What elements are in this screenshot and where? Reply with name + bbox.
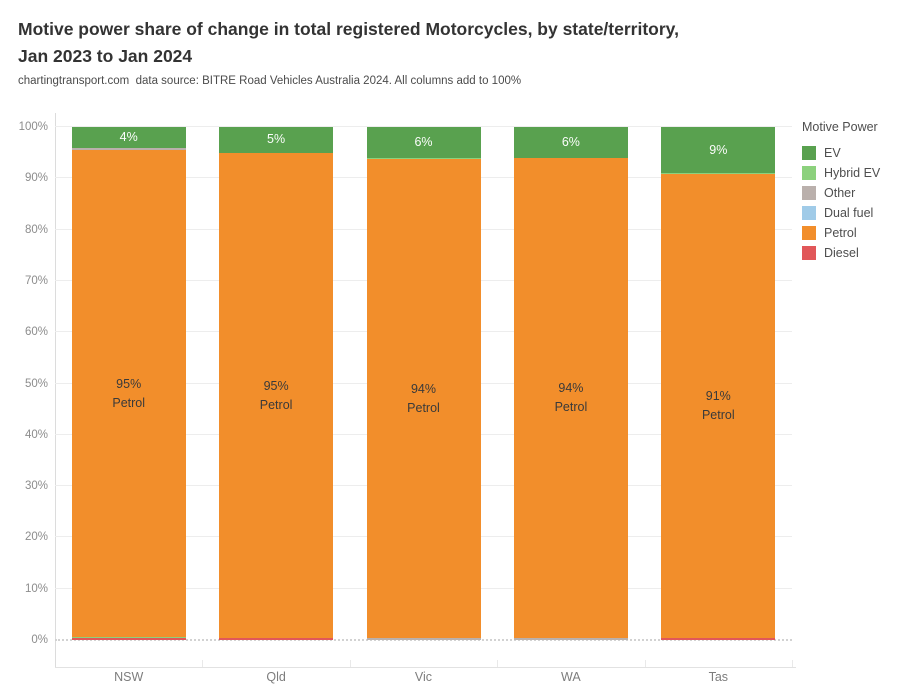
- y-tick-label-100: 100%: [18, 121, 48, 133]
- y-tick-label-80: 80%: [24, 223, 48, 236]
- bar-vic[interactable]: 6% 94% Petrol: [366, 127, 481, 640]
- y-tick-label-90: 90%: [24, 172, 48, 185]
- gridline-100: [55, 126, 792, 127]
- y-tick-label-40: 40%: [24, 428, 48, 441]
- legend-item-label: Petrol: [824, 226, 857, 240]
- segment-qld-petrol[interactable]: 95% Petrol: [219, 152, 334, 639]
- legend-swatch-icon: [802, 246, 816, 260]
- x-tick-label-vic: Vic: [414, 670, 433, 684]
- segment-qld-ev[interactable]: 5%: [219, 127, 334, 153]
- legend-swatch-icon: [802, 166, 816, 180]
- bar-tas[interactable]: 9% 91% Petrol: [661, 127, 776, 640]
- segment-nsw-ev[interactable]: 4%: [71, 127, 186, 148]
- segment-tas-hybrid-ev[interactable]: [661, 173, 776, 175]
- segment-vic-petrol[interactable]: 94% Petrol: [366, 158, 481, 639]
- y-tick-label-10: 10%: [24, 582, 48, 595]
- segment-nsw-petrol[interactable]: 95% Petrol: [71, 150, 186, 638]
- plot-area: 4% 95% Petrol 5% 95% Petrol 6% 94% Petrol 6% 94…: [55, 126, 792, 641]
- legend-item-label: Other: [824, 186, 856, 200]
- legend-swatch-icon: [802, 206, 816, 220]
- y-tick-label-0: 0%: [31, 634, 48, 646]
- y-tick-label-30: 30%: [24, 480, 48, 493]
- bar-nsw[interactable]: 4% 95% Petrol: [71, 127, 186, 640]
- legend-items: EV Hybrid EV Other Dual fuel Petrol Diesel: [802, 143, 897, 263]
- legend-item-hybrid-ev[interactable]: Hybrid EV: [802, 163, 897, 183]
- legend-swatch-icon: [802, 146, 816, 160]
- x-axis-divider: [202, 660, 204, 667]
- x-axis-divider: [792, 660, 793, 667]
- legend-swatch-icon: [802, 226, 816, 240]
- legend-item-diesel[interactable]: Diesel: [802, 243, 897, 263]
- bar-qld[interactable]: 5% 95% Petrol: [219, 127, 334, 640]
- y-tick-label-60: 60%: [24, 326, 48, 339]
- segment-label-qld-ev: 5%: [267, 132, 286, 147]
- legend-item-label: EV: [824, 146, 841, 160]
- y-tick-label-20: 20%: [24, 531, 48, 544]
- segment-wa-other[interactable]: [513, 638, 628, 640]
- x-tick-label-tas: Tas: [708, 670, 729, 684]
- segment-label-vic-petrol: 94% Petrol: [407, 381, 440, 415]
- segment-nsw-other[interactable]: [71, 147, 186, 151]
- zero-line: [55, 639, 792, 641]
- legend-item-label: Diesel: [824, 246, 859, 260]
- segment-qld-diesel[interactable]: [219, 638, 334, 640]
- legend: Motive Power EV Hybrid EV Other Dual fuel Pe…: [802, 120, 897, 263]
- legend-item-petrol[interactable]: Petrol: [802, 223, 897, 243]
- segment-label-tas-ev: 9%: [709, 142, 728, 157]
- segment-vic-ev[interactable]: 6%: [366, 127, 481, 158]
- y-axis: 0% 10% 20% 30% 40% 50% 60% 70% 80% 90% 100%: [0, 121, 48, 646]
- x-axis-divider: [349, 660, 351, 667]
- legend-item-other[interactable]: Other: [802, 183, 897, 203]
- segment-vic-hybrid-ev[interactable]: [366, 157, 481, 159]
- segment-label-wa-petrol: 94% Petrol: [554, 381, 588, 415]
- x-axis-divider: [644, 660, 646, 667]
- segment-tas-ev[interactable]: 9%: [661, 127, 776, 174]
- segment-tas-diesel[interactable]: [661, 638, 776, 640]
- legend-item-ev[interactable]: EV: [802, 143, 897, 163]
- segment-label-wa-ev: 6%: [561, 134, 580, 149]
- segment-wa-ev[interactable]: 6%: [513, 127, 628, 158]
- chart-title-line2: Jan 2023 to Jan 2024: [18, 46, 193, 66]
- y-axis-line: [55, 113, 56, 667]
- y-tick-label-70: 70%: [24, 274, 48, 287]
- segment-vic-other[interactable]: [366, 638, 481, 640]
- segment-label-tas-petrol: 91% Petrol: [701, 389, 735, 423]
- segment-tas-petrol[interactable]: 91% Petrol: [661, 174, 776, 639]
- segment-nsw-diesel[interactable]: [71, 638, 186, 640]
- legend-item-label: Hybrid EV: [824, 166, 881, 180]
- x-axis-line: [55, 667, 796, 668]
- segment-label-nsw-ev: 4%: [119, 129, 138, 144]
- legend-title: Motive Power: [802, 120, 878, 134]
- segment-label-nsw-petrol: 95% Petrol: [112, 376, 146, 410]
- legend-swatch-icon: [802, 186, 816, 200]
- segment-wa-petrol[interactable]: 94% Petrol: [513, 157, 628, 639]
- chart-subtitle: chartingtransport.com data source: BITRE…: [18, 75, 522, 87]
- x-tick-label-qld: Qld: [266, 670, 286, 684]
- chart-title: Motive power share of change in total re…: [18, 16, 848, 70]
- y-tick-label-50: 50%: [24, 377, 48, 390]
- legend-item-label: Dual fuel: [824, 206, 874, 220]
- x-axis-divider: [497, 660, 499, 667]
- segment-nsw-hybrid-ev[interactable]: [71, 637, 186, 639]
- legend-item-dual-fuel[interactable]: Dual fuel: [802, 203, 897, 223]
- x-tick-label-wa: WA: [561, 670, 581, 684]
- x-tick-label-nsw: NSW: [114, 670, 144, 684]
- bar-wa[interactable]: 6% 94% Petrol: [513, 127, 628, 640]
- chart-title-line1: Motive power share of change in total re…: [18, 19, 679, 39]
- segment-label-vic-ev: 6%: [414, 134, 433, 149]
- segment-label-qld-petrol: 95% Petrol: [259, 378, 293, 412]
